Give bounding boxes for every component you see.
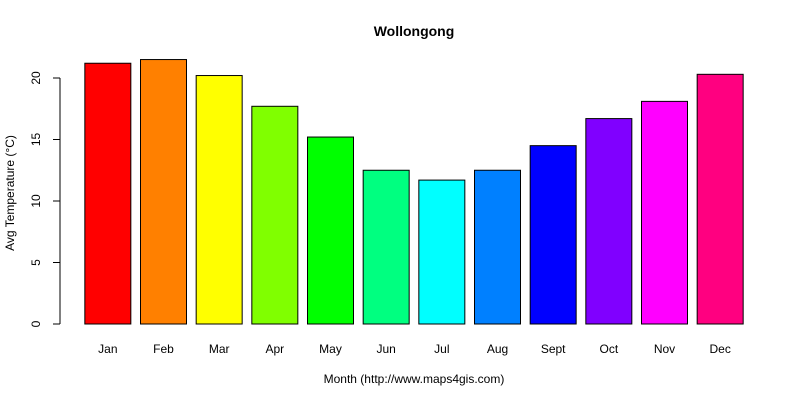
y-tick-label: 5 [29, 259, 43, 266]
bar-apr [251, 105, 299, 325]
bar-jun [362, 169, 410, 325]
bar-jan [84, 62, 132, 325]
y-axis: 0 5 10 15 20 [29, 71, 61, 327]
y-axis-label: Avg Temperature (°C) [3, 135, 17, 251]
x-tick-label-feb: Feb [153, 342, 174, 356]
bar-oct [585, 118, 633, 325]
x-tick-labels: Jan Feb Mar Apr May Jun Jul Aug Sept Oct Nov Dec [98, 342, 731, 356]
bar-dec [696, 73, 744, 325]
chart-title: Wollongong [374, 23, 455, 39]
x-tick-label-apr: Apr [265, 342, 284, 356]
y-tick-label: 15 [29, 133, 43, 147]
x-tick-label-sept: Sept [541, 342, 566, 356]
y-tick-label: 0 [29, 320, 43, 327]
x-tick-label-may: May [319, 342, 342, 356]
x-axis-label: Month (http://www.maps4gis.com) [324, 372, 505, 386]
x-tick-label-dec: Dec [709, 342, 730, 356]
x-tick-label-mar: Mar [209, 342, 230, 356]
bar-nov [641, 100, 688, 325]
bar-feb [140, 59, 187, 325]
bars-group [84, 59, 744, 325]
bar-mar [195, 75, 243, 325]
x-tick-label-nov: Nov [654, 342, 675, 356]
x-tick-label-jun: Jun [376, 342, 395, 356]
y-tick-label: 10 [29, 194, 43, 208]
x-tick-label-aug: Aug [487, 342, 508, 356]
x-tick-label-oct: Oct [599, 342, 618, 356]
bar-aug [474, 169, 521, 325]
x-tick-label-jan: Jan [98, 342, 117, 356]
bar-jul [418, 179, 466, 325]
bar-may [307, 136, 354, 325]
y-tick-label: 20 [29, 71, 43, 85]
x-tick-label-jul: Jul [434, 342, 449, 356]
bar-sept [529, 145, 577, 325]
